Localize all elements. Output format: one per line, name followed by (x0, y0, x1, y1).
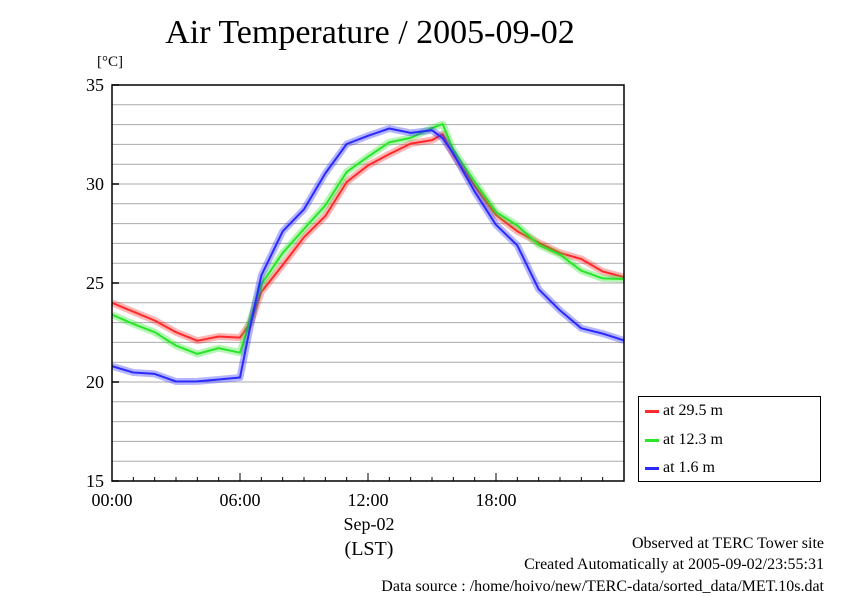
y-tick-label: 30 (86, 174, 104, 194)
legend-item: at 29.5 m (645, 401, 723, 421)
series-line (111, 123, 625, 355)
grid-lines (112, 104, 624, 462)
footer-source: Data source : /home/hoivo/new/TERC-data/… (381, 578, 824, 595)
legend: at 29.5 m at 12.3 m at 1.6 m (638, 396, 821, 482)
legend-label: at 29.5 m (663, 402, 723, 419)
y-tick-label: 20 (86, 372, 104, 392)
legend-label: at 1.6 m (663, 459, 715, 476)
legend-swatch (645, 438, 659, 442)
axis-ticks: 15 20 25 30 35 00:00 06:00 12:00 18:00 (86, 75, 604, 510)
series-halo (110, 120, 625, 358)
legend-swatch (645, 409, 659, 413)
series-line (111, 133, 625, 342)
y-tick-label: 25 (86, 273, 104, 293)
y-tick-label: 35 (86, 75, 104, 95)
legend-swatch (645, 466, 659, 470)
series-line (111, 127, 625, 383)
y-tick-label: 15 (86, 471, 104, 491)
series-lines (110, 120, 626, 385)
chart-title: Air Temperature / 2005-09-02 (165, 14, 575, 51)
x-tick-label: 00:00 (91, 490, 132, 510)
legend-item: at 12.3 m (645, 430, 723, 450)
legend-label: at 12.3 m (663, 431, 723, 448)
x-timezone-label: (LST) (344, 538, 394, 560)
footer-site: Observed at TERC Tower site (631, 535, 824, 552)
y-axis-unit: [°C] (97, 54, 123, 70)
x-tick-label: 06:00 (219, 490, 260, 510)
x-date-label: Sep-02 (343, 514, 395, 534)
footer-created: Created Automatically at 2005-09-02/23:5… (524, 556, 824, 573)
x-tick-label: 12:00 (347, 490, 388, 510)
x-tick-label: 18:00 (475, 490, 516, 510)
legend-item: at 1.6 m (645, 458, 715, 478)
